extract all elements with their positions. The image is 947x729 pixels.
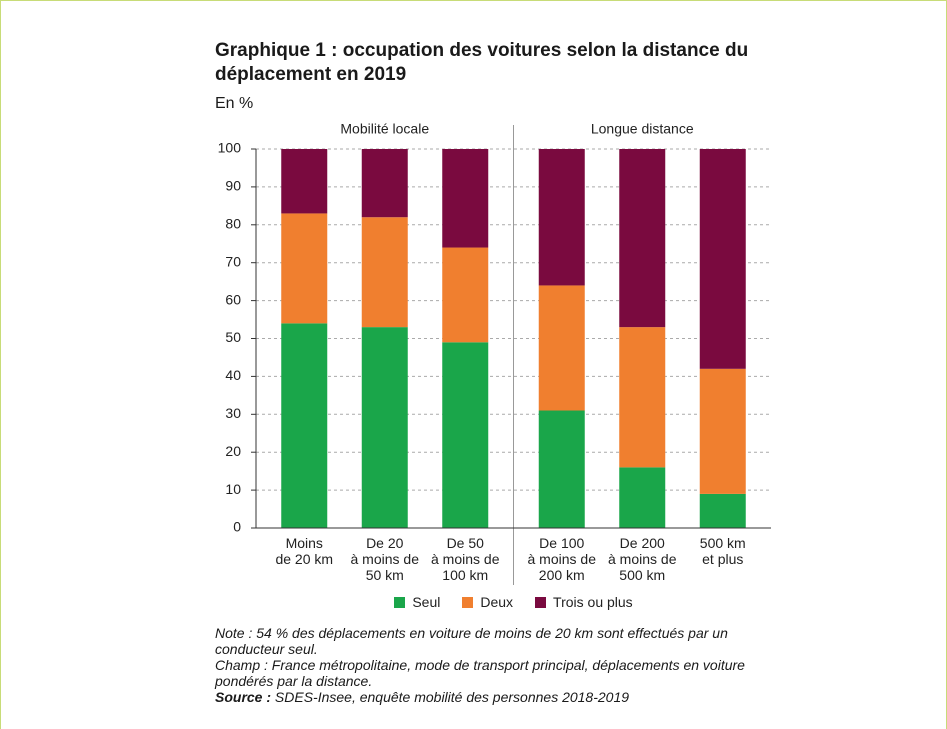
note: Note : 54 % des déplacements en voiture … [215, 625, 728, 657]
y-tick-label: 20 [225, 443, 241, 459]
x-tick-label: Moins de 20 km [275, 535, 334, 567]
legend-label: Deux [480, 594, 514, 610]
bar-segment [281, 149, 328, 214]
source-label: Source : [215, 689, 272, 705]
source-text: SDES-Insee, enquête mobilité des personn… [274, 689, 630, 705]
y-tick-label: 70 [225, 253, 241, 269]
notes: Note : 54 % des déplacements en voiture … [215, 625, 775, 705]
y-tick-label: 60 [225, 291, 241, 307]
x-tick-label: 500 km et plus [699, 535, 746, 567]
legend: Seul Deux Trois ou plus [256, 594, 771, 610]
legend-item: Trois ou plus [535, 594, 633, 610]
bar-segment [442, 247, 489, 343]
bar-segment [538, 149, 585, 286]
y-tick-label: 40 [225, 367, 241, 383]
bar-segment [538, 410, 585, 528]
x-tick-label: De 20 à moins de 50 km [350, 535, 419, 583]
y-tick-label: 90 [225, 178, 241, 194]
bar-segment [442, 149, 489, 248]
bar-segment [699, 493, 746, 528]
y-tick-label: 30 [225, 405, 241, 421]
bar-segment [619, 149, 666, 328]
bar-segment [281, 213, 328, 324]
bar-segment [281, 323, 328, 528]
legend-swatch [462, 596, 474, 608]
chart-subtitle: En % [215, 95, 254, 112]
chart-title: Graphique 1 : occupation des voitures se… [215, 40, 749, 85]
y-tick-label: 100 [218, 140, 242, 156]
group-label: Mobilité locale [340, 121, 429, 137]
note: Champ : France métropolitaine, mode de t… [215, 657, 745, 689]
legend-item: Seul [394, 594, 440, 610]
bar-segment [699, 368, 746, 494]
legend-swatch [535, 596, 547, 608]
y-tick-label: 80 [225, 216, 241, 232]
y-tick-label: 10 [225, 481, 241, 497]
group-label: Longue distance [591, 121, 694, 137]
bar-segment [361, 149, 408, 218]
bar-segment [699, 149, 746, 369]
bar-segment [619, 327, 666, 468]
legend-label: Trois ou plus [553, 594, 633, 610]
legend-label: Seul [412, 594, 441, 610]
bar-segment [538, 285, 585, 411]
x-tick-label: De 100 à moins de 200 km [527, 535, 596, 583]
legend-swatch [394, 596, 406, 608]
legend-item: Deux [462, 594, 513, 610]
x-tick-label: De 200 à moins de 500 km [608, 535, 677, 583]
bar-segment [619, 467, 666, 528]
source: Source : SDES-Insee, enquête mobilité de… [215, 689, 775, 705]
bar-segment [361, 217, 408, 328]
x-tick-label: De 50 à moins de 100 km [431, 535, 500, 583]
y-tick-label: 50 [225, 329, 241, 345]
y-tick-label: 0 [233, 519, 241, 535]
bar-segment [361, 327, 408, 528]
bar-segment [442, 342, 489, 528]
